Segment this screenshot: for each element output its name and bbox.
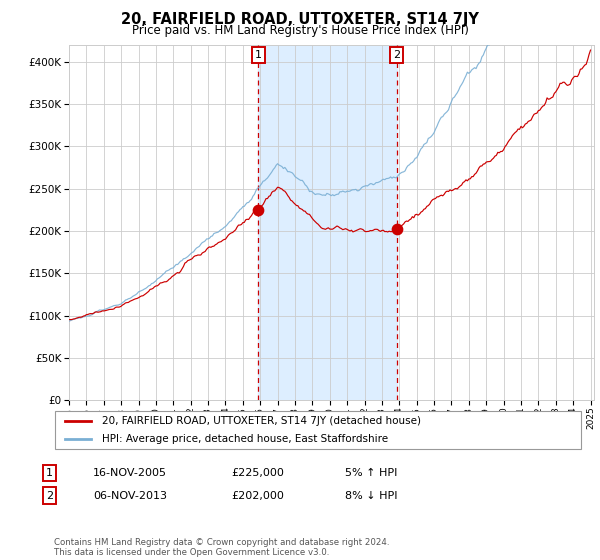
Text: Contains HM Land Registry data © Crown copyright and database right 2024.
This d: Contains HM Land Registry data © Crown c… [54, 538, 389, 557]
Point [253, 206, 263, 214]
Text: £202,000: £202,000 [231, 491, 284, 501]
Text: 20, FAIRFIELD ROAD, UTTOXETER, ST14 7JY (detached house): 20, FAIRFIELD ROAD, UTTOXETER, ST14 7JY … [101, 416, 421, 426]
Bar [258, 45, 397, 400]
Text: 16-NOV-2005: 16-NOV-2005 [93, 468, 167, 478]
Text: 1: 1 [254, 50, 262, 60]
Text: 20, FAIRFIELD ROAD, UTTOXETER, ST14 7JY: 20, FAIRFIELD ROAD, UTTOXETER, ST14 7JY [121, 12, 479, 27]
Text: 2: 2 [393, 50, 400, 60]
Text: 1: 1 [46, 468, 53, 478]
Text: 5% ↑ HPI: 5% ↑ HPI [345, 468, 397, 478]
FancyBboxPatch shape [55, 411, 581, 449]
Point [392, 225, 401, 234]
Text: Price paid vs. HM Land Registry's House Price Index (HPI): Price paid vs. HM Land Registry's House … [131, 24, 469, 37]
Text: HPI: Average price, detached house, East Staffordshire: HPI: Average price, detached house, East… [101, 435, 388, 445]
Text: 2: 2 [46, 491, 53, 501]
Bar [583, 45, 596, 400]
Text: 06-NOV-2013: 06-NOV-2013 [93, 491, 167, 501]
Text: 8% ↓ HPI: 8% ↓ HPI [345, 491, 398, 501]
Text: £225,000: £225,000 [231, 468, 284, 478]
